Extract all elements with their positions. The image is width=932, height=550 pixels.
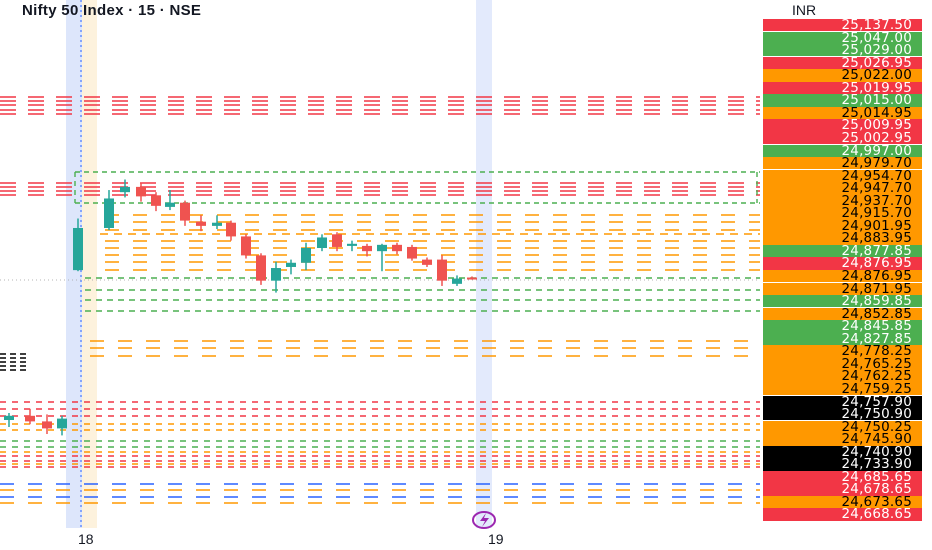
price-tag: 24,876.95	[763, 269, 922, 283]
session-band	[476, 0, 492, 528]
candle-body	[25, 415, 35, 422]
candle-body	[317, 237, 327, 249]
candle-body	[165, 202, 175, 207]
candle-body	[467, 277, 477, 280]
price-tag: 24,668.65	[763, 507, 922, 521]
price-tag: 24,750.25	[763, 420, 922, 434]
price-tag: 24,915.70	[763, 206, 922, 220]
price-tag: 24,877.85	[763, 244, 922, 258]
candle-body	[422, 259, 432, 265]
candle-body	[196, 221, 206, 226]
price-tag: 24,750.90	[763, 407, 922, 421]
price-tag: 24,733.90	[763, 457, 922, 471]
candle-body	[4, 415, 14, 420]
price-tag: 24,827.85	[763, 332, 922, 346]
price-tag: 24,673.65	[763, 495, 922, 509]
price-tag: 24,876.95	[763, 256, 922, 270]
price-tag: 24,947.70	[763, 181, 922, 195]
price-tag: 24,740.90	[763, 445, 922, 459]
time-label: 18	[78, 531, 94, 547]
currency-label[interactable]: INR	[792, 2, 817, 18]
price-tag: 25,022.00	[763, 68, 922, 82]
candles	[4, 179, 477, 436]
price-level-lines	[0, 96, 760, 504]
candle-body	[407, 246, 417, 259]
price-tag: 24,954.70	[763, 169, 922, 183]
candle-body	[120, 186, 130, 193]
price-tag: 24,757.90	[763, 395, 922, 408]
candle-body	[437, 259, 447, 281]
candle-body	[104, 198, 114, 228]
candle-body	[180, 202, 190, 221]
price-tag: 25,014.95	[763, 106, 922, 120]
price-tag: 25,002.95	[763, 131, 922, 145]
price-tag: 24,762.25	[763, 369, 922, 383]
price-tag: 25,047.00	[763, 31, 922, 45]
price-tag: 24,845.85	[763, 319, 922, 333]
candle-body	[362, 245, 372, 252]
lightning-icon	[472, 511, 496, 529]
price-tag: 24,901.95	[763, 219, 922, 233]
session-band	[82, 0, 97, 528]
candle-body	[136, 186, 146, 197]
price-tag: 24,765.25	[763, 357, 922, 371]
price-tag: 24,883.95	[763, 231, 922, 245]
candle-body	[151, 195, 161, 206]
candle-body	[271, 268, 281, 281]
candle-body	[241, 236, 251, 256]
candle-body	[73, 227, 83, 271]
price-tag: 24,852.85	[763, 307, 922, 321]
price-tag: 25,029.00	[763, 43, 922, 57]
candle-body	[332, 234, 342, 247]
candle-body	[57, 418, 67, 429]
candle-body	[392, 244, 402, 252]
candle-body	[226, 222, 236, 237]
event-markers[interactable]	[472, 511, 496, 529]
price-tag: 24,871.95	[763, 282, 922, 296]
candle-body	[42, 421, 52, 429]
price-tag: 25,015.00	[763, 93, 922, 107]
candle-body	[286, 262, 296, 267]
price-tag: 24,745.90	[763, 432, 922, 446]
price-tag: 25,019.95	[763, 81, 922, 95]
price-tag: 24,759.25	[763, 382, 922, 396]
price-tag: 25,026.95	[763, 56, 922, 70]
price-tag: 24,685.65	[763, 470, 922, 484]
candle-body	[301, 248, 311, 263]
lightning-bolt	[480, 513, 489, 527]
candle-body	[212, 222, 222, 226]
price-tag: 24,859.85	[763, 294, 922, 308]
price-tag: 24,997.00	[763, 144, 922, 157]
price-tag: 24,678.65	[763, 482, 922, 496]
session-highlights	[0, 0, 760, 528]
price-tag: 25,009.95	[763, 118, 922, 132]
candle-body	[347, 243, 357, 246]
candle-body	[452, 278, 462, 284]
time-label: 19	[488, 531, 504, 547]
price-tag: 25,137.50	[763, 18, 922, 32]
price-tag: 24,979.70	[763, 156, 922, 170]
price-tag: 24,937.70	[763, 194, 922, 208]
candle-body	[377, 244, 387, 252]
price-tag: 24,778.25	[763, 344, 922, 358]
candle-body	[256, 255, 266, 281]
chart-title: Nifty 50 Index · 15 · NSE	[22, 2, 202, 19]
